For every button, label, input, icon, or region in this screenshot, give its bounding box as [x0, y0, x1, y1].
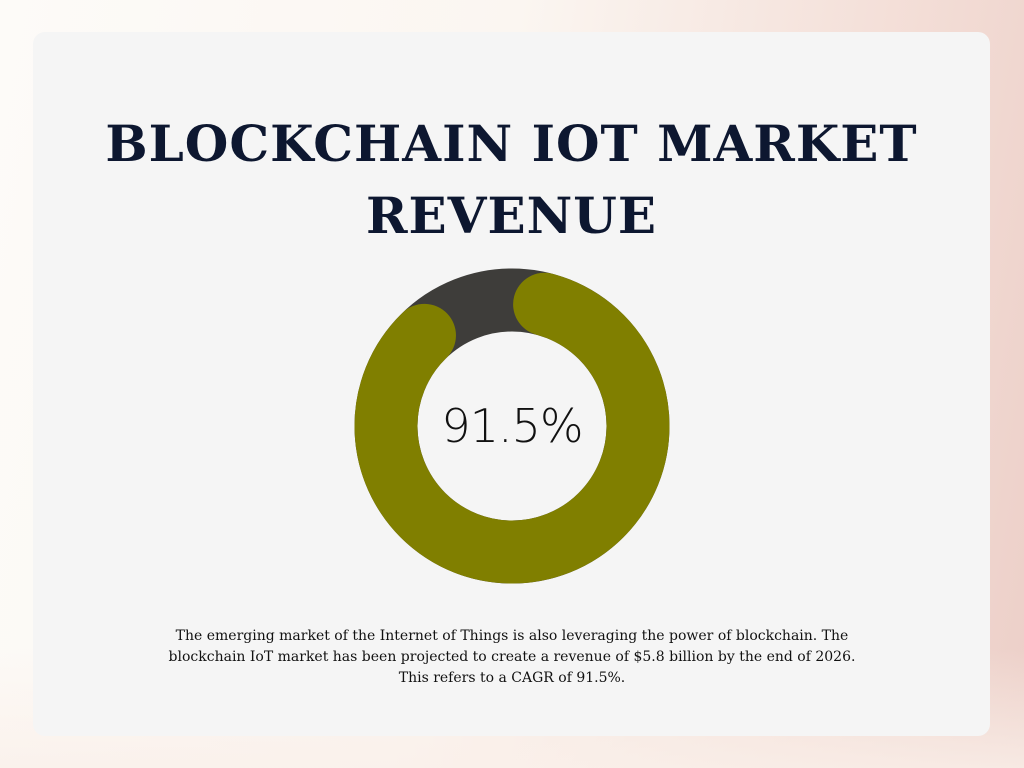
description-line-1: The emerging market of the Internet of T… — [175, 628, 849, 644]
page-title: BLOCKCHAIN IOT MARKET REVENUE — [33, 108, 990, 252]
donut-center-value: 91.5% — [441, 399, 583, 453]
infographic-card: BLOCKCHAIN IOT MARKET REVENUE — [33, 32, 990, 736]
donut-chart-svg — [354, 268, 670, 584]
description-line-2: blockchain IoT market has been projected… — [168, 649, 856, 665]
title-line-1: BLOCKCHAIN IOT MARKET — [105, 114, 918, 173]
donut-progress-arc — [354, 272, 670, 584]
description-line-3: This refers to a CAGR of 91.5%. — [398, 670, 626, 686]
donut-chart — [354, 268, 670, 584]
title-line-2: REVENUE — [366, 186, 657, 245]
description-text: The emerging market of the Internet of T… — [120, 626, 904, 689]
